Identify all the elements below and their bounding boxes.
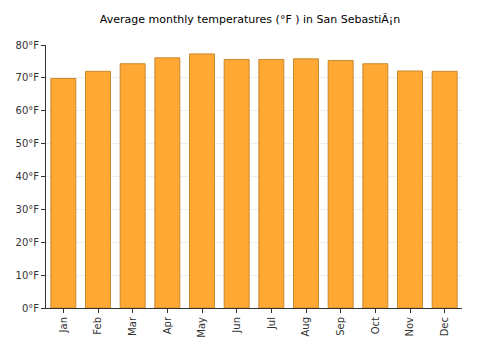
svg-text:50°F: 50°F <box>16 138 40 149</box>
svg-text:Aug: Aug <box>300 317 311 337</box>
svg-text:Nov: Nov <box>404 317 415 337</box>
svg-text:Sep: Sep <box>335 317 346 336</box>
svg-text:Feb: Feb <box>92 317 103 335</box>
svg-text:60°F: 60°F <box>16 105 40 116</box>
svg-text:70°F: 70°F <box>16 72 40 83</box>
svg-text:Average monthly temperatures (: Average monthly temperatures (°F ) in Sa… <box>100 13 400 26</box>
svg-text:0°F: 0°F <box>22 303 39 314</box>
svg-text:Dec: Dec <box>439 317 450 336</box>
svg-text:10°F: 10°F <box>16 270 40 281</box>
svg-text:May: May <box>196 317 207 338</box>
svg-text:Oct: Oct <box>370 317 381 334</box>
svg-text:Jul: Jul <box>266 317 277 330</box>
svg-text:80°F: 80°F <box>16 40 40 51</box>
svg-text:Apr: Apr <box>162 316 173 334</box>
svg-text:Jan: Jan <box>58 317 69 333</box>
svg-text:30°F: 30°F <box>16 204 40 215</box>
svg-text:40°F: 40°F <box>16 171 40 182</box>
svg-text:Jun: Jun <box>231 317 242 334</box>
svg-text:20°F: 20°F <box>16 237 40 248</box>
svg-text:Mar: Mar <box>127 316 138 336</box>
